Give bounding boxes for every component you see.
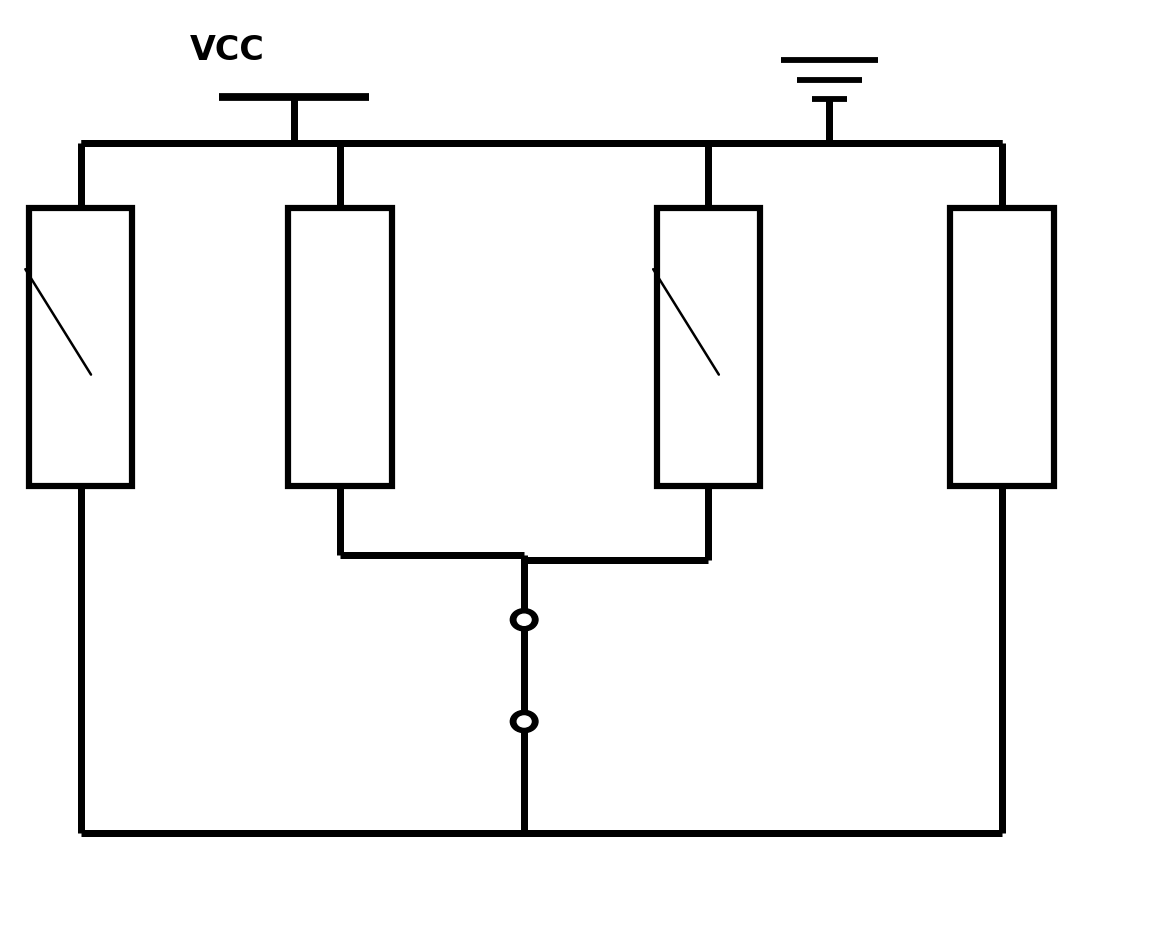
Bar [950,208,1054,486]
Circle shape [510,710,538,733]
Bar [288,208,392,486]
Circle shape [510,609,538,631]
Text: VCC: VCC [190,34,265,68]
Bar [657,208,760,486]
Circle shape [517,614,531,625]
Circle shape [517,716,531,727]
Bar [29,208,132,486]
